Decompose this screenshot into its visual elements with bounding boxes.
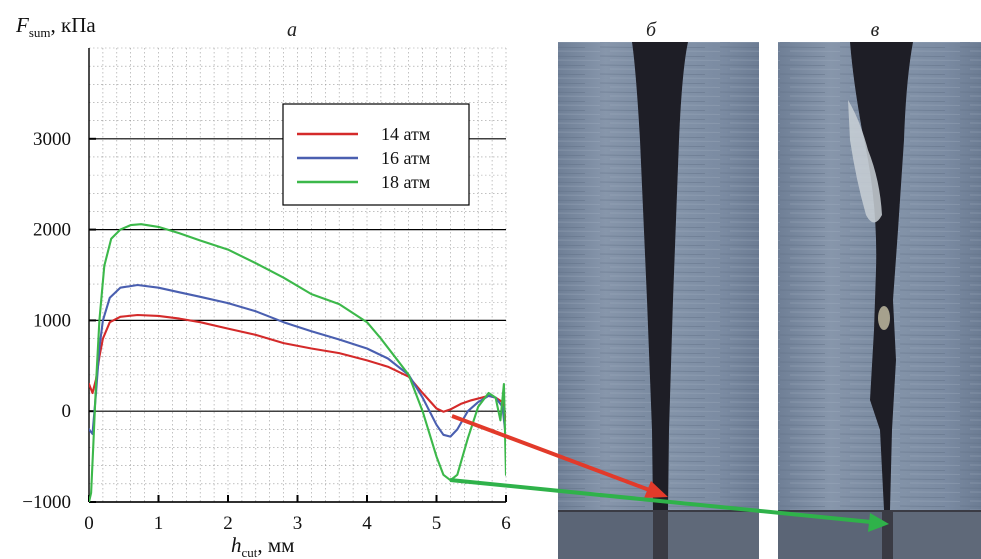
x-axis-title-main: h [231,533,242,557]
y-tick-labels: −1000 0 1000 2000 3000 [22,129,71,513]
y-axis-title-main: F [15,13,29,37]
panel-label-a: а [287,19,297,41]
x-tick-label: 6 [501,513,511,534]
photo-b-bottom-edge-light [668,512,759,559]
x-tick-label: 3 [293,513,303,534]
photo-b-left-plate-texture [558,42,653,510]
legend-label: 16 атм [381,148,430,168]
y-tick-label: 1000 [33,310,71,331]
photo-panel-c: в [778,19,981,559]
photo-panel-b: б [558,19,759,559]
axes [88,48,507,503]
legend-items: 14 атм 16 атм 18 атм [297,124,430,192]
x-axis-title-sub: cut [242,545,258,559]
green-arrow-head [868,513,889,532]
legend-label: 14 атм [381,124,430,144]
y-axis-title-unit: , кПа [51,13,97,37]
y-tick-label: 2000 [33,220,71,241]
y-axis-title: Fsum, кПа [15,13,96,40]
chart-panel: а 0 1 2 3 4 5 6 −1000 0 1000 2000 3000 Fsum, кПа h… [15,13,511,559]
legend: 14 атм 16 атм 18 атм [282,103,470,206]
panel-label-c: в [871,19,880,41]
y-tick-label: −1000 [22,492,71,513]
y-axis-title-sub: sum [29,25,51,40]
y-tick-label: 3000 [33,129,71,150]
x-tick-label: 1 [154,513,164,534]
series-line-16-атм [89,283,506,440]
green-arrow-line [449,478,872,524]
red-arrow-head [644,481,668,498]
photo-c-dross-blob [878,306,890,330]
photo-c-melted-edge [848,100,882,223]
x-tick-label: 2 [223,513,233,534]
x-tick-label: 4 [362,513,372,534]
series-line-14-атм [89,313,506,422]
x-axis-title-unit: , мм [257,533,294,557]
photo-c-bottom-edge-light [893,512,981,559]
x-tick-labels: 0 1 2 3 4 5 6 [84,513,511,534]
photo-b-right-plate-texture [668,42,759,510]
photo-b-bottom-edge-light-left [558,512,653,559]
red-arrow-line [451,414,653,493]
legend-box [282,103,470,206]
panel-label-b: б [646,19,657,41]
x-tick-label: 5 [432,513,442,534]
x-axis-title: hcut, мм [231,533,294,559]
photo-c-right-plate-texture [890,42,981,510]
annotation-arrows [449,414,889,532]
legend-label: 18 атм [381,172,430,192]
y-tick-label: 0 [62,401,72,422]
x-tick-label: 0 [84,513,94,534]
